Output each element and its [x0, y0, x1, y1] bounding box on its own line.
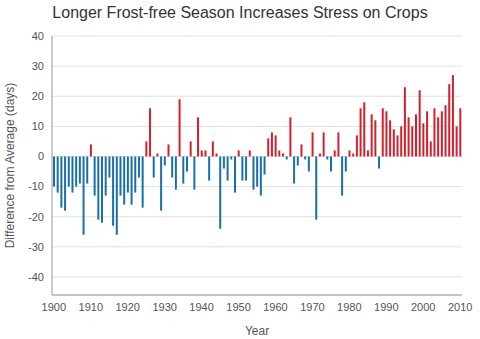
svg-text:20: 20 [32, 90, 44, 102]
svg-text:1920: 1920 [115, 301, 139, 313]
svg-text:1960: 1960 [263, 301, 287, 313]
svg-text:1910: 1910 [79, 301, 103, 313]
svg-text:10: 10 [32, 120, 44, 132]
svg-text:2000: 2000 [411, 301, 435, 313]
html-text:Longer Frost-free Season Incre: Longer Frost-free Season Increases Stres… [52, 4, 428, 21]
svg-text:40: 40 [32, 30, 44, 42]
svg-text:1900: 1900 [42, 301, 66, 313]
svg-text:-20: -20 [28, 211, 44, 223]
svg-text:0: 0 [38, 150, 44, 162]
svg-text:1970: 1970 [300, 301, 324, 313]
svg-text:Difference from Average (days): Difference from Average (days) [3, 83, 17, 249]
svg-text:1950: 1950 [226, 301, 250, 313]
svg-text:1980: 1980 [337, 301, 361, 313]
svg-text:1940: 1940 [189, 301, 213, 313]
svg-text:1930: 1930 [152, 301, 176, 313]
svg-text:1990: 1990 [374, 301, 398, 313]
svg-text:Year: Year [245, 324, 269, 338]
svg-text:-30: -30 [28, 241, 44, 253]
svg-text:-10: -10 [28, 180, 44, 192]
svg-text:30: 30 [32, 60, 44, 72]
svg-text:-40: -40 [28, 271, 44, 283]
svg-text:2010: 2010 [448, 301, 472, 313]
